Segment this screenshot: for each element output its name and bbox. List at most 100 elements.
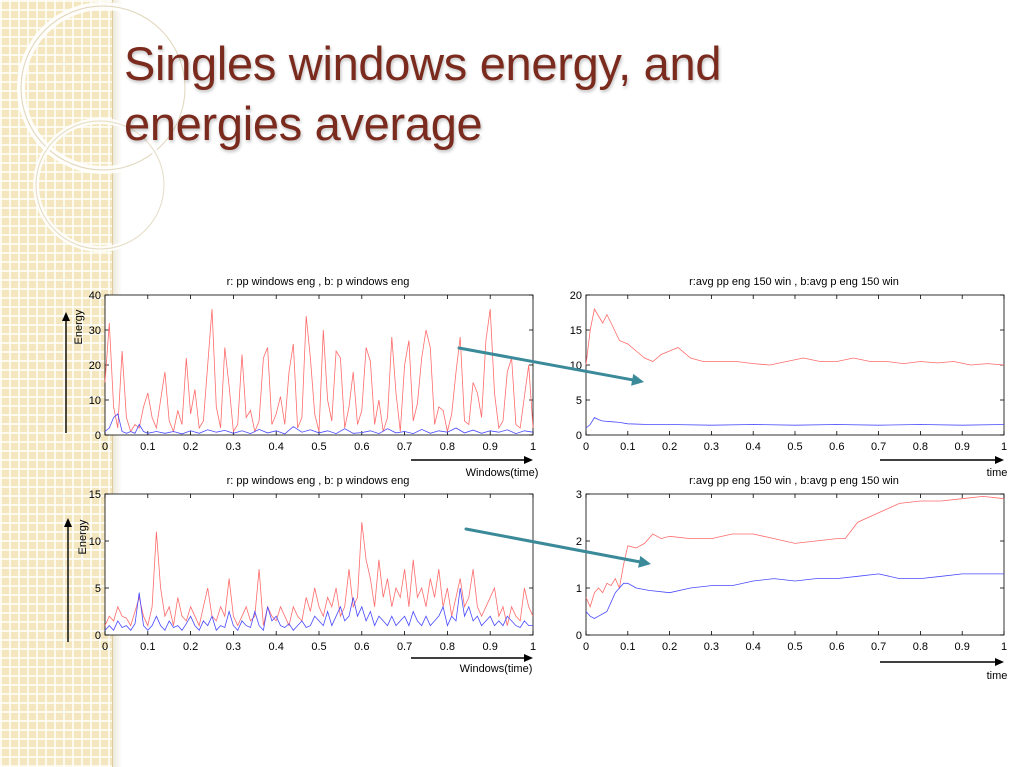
y-tick-label: 15 [570,325,582,337]
slide-title-line-2: energies average [124,97,483,150]
x-tick-label: 0.3 [704,641,719,653]
decorative-grid-background [0,0,113,767]
x-tick-label: 0.8 [913,641,928,653]
y-tick-label: 40 [89,290,101,302]
decorative-ring-lower-outline [35,120,165,250]
x-tick-label: 0.7 [871,641,886,653]
chart-bl: r: pp windows eng , b: p windows eng 0 0.1… [67,475,536,675]
x-tick-label: 0 [583,441,589,453]
x-tick-label: 0.2 [662,641,677,653]
x-axis-label: Windows(time) [466,467,539,479]
x-tick-label: 0.8 [440,641,455,653]
x-tick-label: 0.5 [787,441,802,453]
series-line-blue [585,573,1004,619]
slide-title-line-1: Singles windows energy, and [124,37,722,90]
x-tick-label: 0.4 [269,441,284,453]
x-tick-label: 0.1 [140,641,155,653]
x-tick-label: 0.9 [955,641,970,653]
y-tick-label: 2 [576,536,582,548]
chart-title: r: pp windows eng , b: p windows eng [227,276,410,288]
x-tick-label: 1 [530,441,536,453]
decorative-ring-upper-outline [20,5,186,171]
x-tick-label: 0.4 [746,641,761,653]
x-tick-label: 0.9 [483,441,498,453]
chart-tr: r:avg pp eng 150 win , b:avg p eng 150 w… [570,276,1008,479]
series-line-red [585,307,1005,366]
decorative-rings [17,2,189,252]
y-tick-label: 1 [576,583,582,595]
annotation-arrow-head-2 [638,555,651,568]
y-tick-label: 15 [89,489,101,501]
y-tick-label: 5 [95,583,101,595]
x-tick-label: 0.8 [440,441,455,453]
x-tick-label: 0.7 [871,441,886,453]
y-axis-arrow-head [64,518,72,527]
y-axis-label: Energy [73,309,85,344]
plot-frame [104,493,534,636]
x-tick-label: 0.3 [226,441,241,453]
x-tick-label: 0.1 [140,441,155,453]
x-tick-label: 0.9 [483,641,498,653]
y-tick-label: 3 [576,489,582,501]
annotation-arrow-line-1 [457,346,634,382]
annotation-arrow-head-1 [631,373,644,386]
x-tick-label: 0.2 [183,641,198,653]
plot-frame [585,493,1005,636]
x-tick-label: 0 [583,641,589,653]
chart-title: r: pp windows eng , b: p windows eng [227,475,410,487]
series-line-blue [104,413,534,435]
chart-br: r:avg pp eng 150 win , b:avg p eng 150 w… [576,475,1008,682]
x-axis-label: time [987,670,1008,682]
x-axis-arrow-head [524,654,533,662]
y-tick-label: 0 [576,430,582,442]
chart-title: r:avg pp eng 150 win , b:avg p eng 150 w… [689,475,899,487]
x-tick-label: 1 [530,641,536,653]
chart-title: r:avg pp eng 150 win , b:avg p eng 150 w… [689,276,899,288]
x-tick-label: 0.3 [704,441,719,453]
x-tick-label: 0.2 [662,441,677,453]
y-axis-arrow-head [62,312,70,321]
x-tick-label: 0.1 [620,641,635,653]
x-tick-label: 0.7 [397,441,412,453]
series-line-red [585,495,1005,608]
x-tick-label: 0.6 [829,441,844,453]
plot-frame [104,294,534,436]
y-tick-label: 20 [89,360,101,372]
x-tick-label: 1 [1001,641,1007,653]
y-tick-label: 0 [95,430,101,442]
x-tick-label: 0.1 [620,441,635,453]
x-axis-label: time [987,467,1008,479]
slide-title: Singles windows energy, and energies ave… [124,34,721,154]
y-tick-label: 30 [89,325,101,337]
x-tick-label: 0.3 [226,641,241,653]
x-tick-label: 0 [102,441,108,453]
x-tick-label: 0.9 [955,441,970,453]
x-tick-label: 0.7 [397,641,412,653]
y-tick-label: 0 [576,630,582,642]
x-tick-label: 0 [102,641,108,653]
x-tick-label: 0.8 [913,441,928,453]
x-tick-label: 0.4 [269,641,284,653]
x-axis-arrow-head [995,456,1004,464]
y-tick-label: 20 [570,290,582,302]
x-axis-label: Windows(time) [460,663,533,675]
x-axis-arrow-head [524,456,533,464]
x-tick-label: 0.6 [829,641,844,653]
y-tick-label: 10 [89,395,101,407]
series-line-red [104,522,534,627]
annotation-arrow-line-2 [464,527,641,564]
chart-tl: r: pp windows eng , b: p windows eng 0 0.1… [65,276,539,479]
y-tick-label: 10 [89,536,101,548]
x-tick-label: 0.5 [787,641,802,653]
y-tick-label: 0 [95,630,101,642]
x-tick-label: 1 [1001,441,1007,453]
y-axis-label: Energy [77,519,89,554]
x-tick-label: 0.5 [311,441,326,453]
y-tick-label: 5 [576,395,582,407]
x-axis-arrow-head [995,658,1004,666]
x-tick-label: 0.2 [183,441,198,453]
plot-frame [585,294,1005,436]
x-tick-label: 0.5 [311,641,326,653]
x-tick-label: 0.6 [354,641,369,653]
